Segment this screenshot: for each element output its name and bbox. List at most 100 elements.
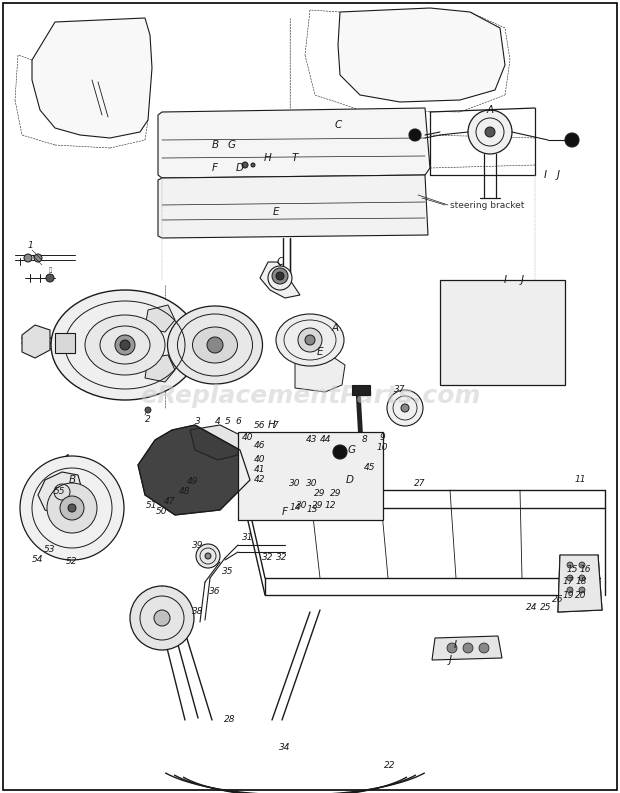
Text: 7: 7 <box>272 420 278 430</box>
Text: 29: 29 <box>312 500 324 509</box>
Text: A: A <box>487 105 494 115</box>
Text: 15: 15 <box>566 565 578 574</box>
Text: 12: 12 <box>324 500 336 509</box>
Circle shape <box>120 340 130 350</box>
Ellipse shape <box>51 290 199 400</box>
Circle shape <box>272 268 288 284</box>
Circle shape <box>196 544 220 568</box>
Text: H: H <box>264 153 272 163</box>
Bar <box>55 333 75 353</box>
Text: 18: 18 <box>575 577 587 587</box>
Polygon shape <box>145 355 175 382</box>
Polygon shape <box>145 305 175 332</box>
Text: G: G <box>228 140 236 150</box>
Text: 54: 54 <box>32 556 44 565</box>
Polygon shape <box>32 18 152 138</box>
Circle shape <box>47 483 97 533</box>
Text: 46: 46 <box>254 440 266 450</box>
Text: 39: 39 <box>192 541 204 550</box>
Text: ⬛: ⬛ <box>48 267 51 273</box>
Text: C: C <box>334 120 342 130</box>
Text: B: B <box>211 140 219 150</box>
Polygon shape <box>138 425 250 515</box>
Text: 49: 49 <box>187 477 199 486</box>
Circle shape <box>207 337 223 353</box>
Text: 42: 42 <box>254 476 266 485</box>
Text: 3: 3 <box>195 417 201 427</box>
Circle shape <box>401 404 409 412</box>
Text: 53: 53 <box>44 546 56 554</box>
Text: J: J <box>521 275 523 285</box>
Text: 13: 13 <box>306 505 317 515</box>
Text: eReplacementParts.com: eReplacementParts.com <box>140 385 480 408</box>
Circle shape <box>579 562 585 568</box>
Text: A: A <box>332 323 339 333</box>
Text: 8: 8 <box>362 435 368 445</box>
Circle shape <box>567 562 573 568</box>
Text: steering bracket: steering bracket <box>450 201 525 209</box>
Text: 36: 36 <box>210 588 221 596</box>
Polygon shape <box>158 108 430 178</box>
Text: 32: 32 <box>262 554 274 562</box>
Text: 31: 31 <box>242 534 254 542</box>
Circle shape <box>463 643 473 653</box>
Text: I: I <box>503 275 507 285</box>
Polygon shape <box>295 355 345 392</box>
Circle shape <box>579 587 585 593</box>
Text: 45: 45 <box>365 463 376 473</box>
Text: 20: 20 <box>575 592 587 600</box>
Text: 30: 30 <box>290 478 301 488</box>
Circle shape <box>145 407 151 413</box>
Text: 52: 52 <box>66 557 78 566</box>
Text: J: J <box>448 655 451 665</box>
Text: 40: 40 <box>242 434 254 442</box>
Circle shape <box>68 504 76 512</box>
Circle shape <box>20 456 124 560</box>
Text: 30: 30 <box>306 478 317 488</box>
Text: 5: 5 <box>225 417 231 427</box>
Circle shape <box>154 610 170 626</box>
Circle shape <box>34 254 42 262</box>
Circle shape <box>387 390 423 426</box>
Text: I: I <box>453 640 456 650</box>
Text: E: E <box>273 207 279 217</box>
Polygon shape <box>158 175 428 238</box>
Text: 32: 32 <box>277 554 288 562</box>
Text: 26: 26 <box>552 596 564 604</box>
Text: 25: 25 <box>540 603 552 612</box>
Text: 43: 43 <box>306 435 317 445</box>
Text: 29: 29 <box>314 489 326 499</box>
Circle shape <box>305 335 315 345</box>
Text: J: J <box>557 170 559 180</box>
Text: T: T <box>292 153 298 163</box>
Circle shape <box>485 127 495 137</box>
Circle shape <box>567 587 573 593</box>
Text: 44: 44 <box>321 435 332 445</box>
Text: D: D <box>236 163 244 173</box>
Text: 4: 4 <box>215 417 221 427</box>
Polygon shape <box>338 8 505 102</box>
Polygon shape <box>190 425 240 460</box>
Text: 50: 50 <box>156 508 168 516</box>
Ellipse shape <box>192 327 237 363</box>
Text: 10: 10 <box>376 443 388 453</box>
Text: 11: 11 <box>574 476 586 485</box>
Circle shape <box>579 575 585 581</box>
Circle shape <box>298 328 322 352</box>
Circle shape <box>46 274 54 282</box>
Ellipse shape <box>276 314 344 366</box>
Text: 1: 1 <box>27 240 33 250</box>
Bar <box>352 385 370 395</box>
Polygon shape <box>432 636 502 660</box>
Circle shape <box>447 643 457 653</box>
Polygon shape <box>22 325 50 358</box>
Text: 17: 17 <box>562 577 574 587</box>
Text: 2: 2 <box>145 416 151 424</box>
Circle shape <box>60 496 84 520</box>
Text: 38: 38 <box>192 607 204 616</box>
Text: 30: 30 <box>296 500 308 509</box>
Text: D: D <box>346 475 354 485</box>
Polygon shape <box>38 472 82 515</box>
Text: 55: 55 <box>55 488 66 496</box>
Text: 51: 51 <box>146 501 157 511</box>
